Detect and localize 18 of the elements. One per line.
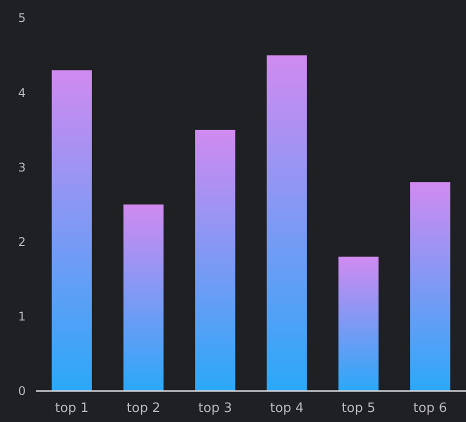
bar [52, 70, 92, 391]
bar [266, 55, 307, 391]
bar [338, 256, 379, 391]
y-tick-label: 3 [18, 160, 26, 174]
y-tick-label: 5 [18, 11, 26, 26]
x-tick-label: top 4 [270, 401, 304, 416]
x-tick-label: top 3 [198, 401, 232, 416]
bar [195, 130, 236, 391]
x-tick-label: top 2 [126, 401, 160, 416]
y-tick-label: 0 [18, 384, 26, 398]
y-tick-label: 2 [18, 235, 26, 249]
x-tick-label: top 5 [342, 401, 376, 416]
bar [410, 182, 450, 391]
x-tick-label: top 6 [413, 401, 448, 416]
y-tick-label: 1 [18, 310, 26, 324]
x-tick-label: top 1 [54, 401, 89, 416]
bar [123, 204, 164, 391]
y-tick-label: 4 [18, 86, 26, 100]
